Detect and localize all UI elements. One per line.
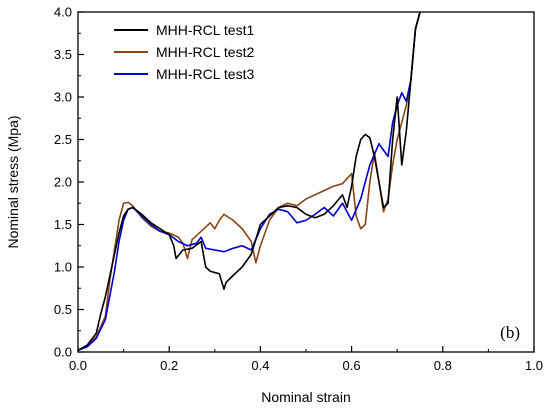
x-tick-label: 0.0 — [69, 358, 87, 373]
x-axis-title: Nominal strain — [261, 389, 350, 405]
series-line-2 — [78, 12, 421, 352]
x-tick-label: 0.8 — [434, 358, 452, 373]
y-tick-label: 2.0 — [54, 175, 72, 190]
plot-frame — [77, 11, 535, 353]
y-tick-label: 1.5 — [54, 217, 72, 232]
series-line-1 — [78, 12, 421, 351]
x-tick-label: 0.4 — [251, 358, 269, 373]
legend: MHH-RCL test1 MHH-RCL test2 MHH-RCL test3 — [114, 22, 254, 82]
legend-label-3: MHH-RCL test3 — [156, 66, 254, 82]
y-tick-label: 3.5 — [54, 47, 72, 62]
x-axis-ticks: 0.0 0.2 0.4 0.6 0.8 1.0 — [69, 346, 543, 373]
y-tick-label: 0.5 — [54, 302, 72, 317]
y-axis-title: Nominal stress (Mpa) — [5, 115, 21, 248]
x-tick-label: 0.2 — [160, 358, 178, 373]
y-tick-label: 2.5 — [54, 132, 72, 147]
y-tick-label: 4.0 — [54, 5, 72, 20]
y-axis-ticks: 0.0 0.5 1.0 1.5 2.0 2.5 3.0 3.5 4.0 — [54, 5, 84, 360]
x-tick-label: 1.0 — [525, 358, 543, 373]
y-tick-label: 1.0 — [54, 260, 72, 275]
series-line-3 — [78, 12, 421, 352]
x-tick-label: 0.6 — [343, 358, 361, 373]
panel-label: (b) — [500, 323, 520, 342]
y-tick-label: 3.0 — [54, 90, 72, 105]
series-lines — [78, 12, 421, 352]
legend-label-2: MHH-RCL test2 — [156, 44, 254, 60]
y-tick-label: 0.0 — [54, 345, 72, 360]
legend-label-1: MHH-RCL test1 — [156, 22, 254, 38]
